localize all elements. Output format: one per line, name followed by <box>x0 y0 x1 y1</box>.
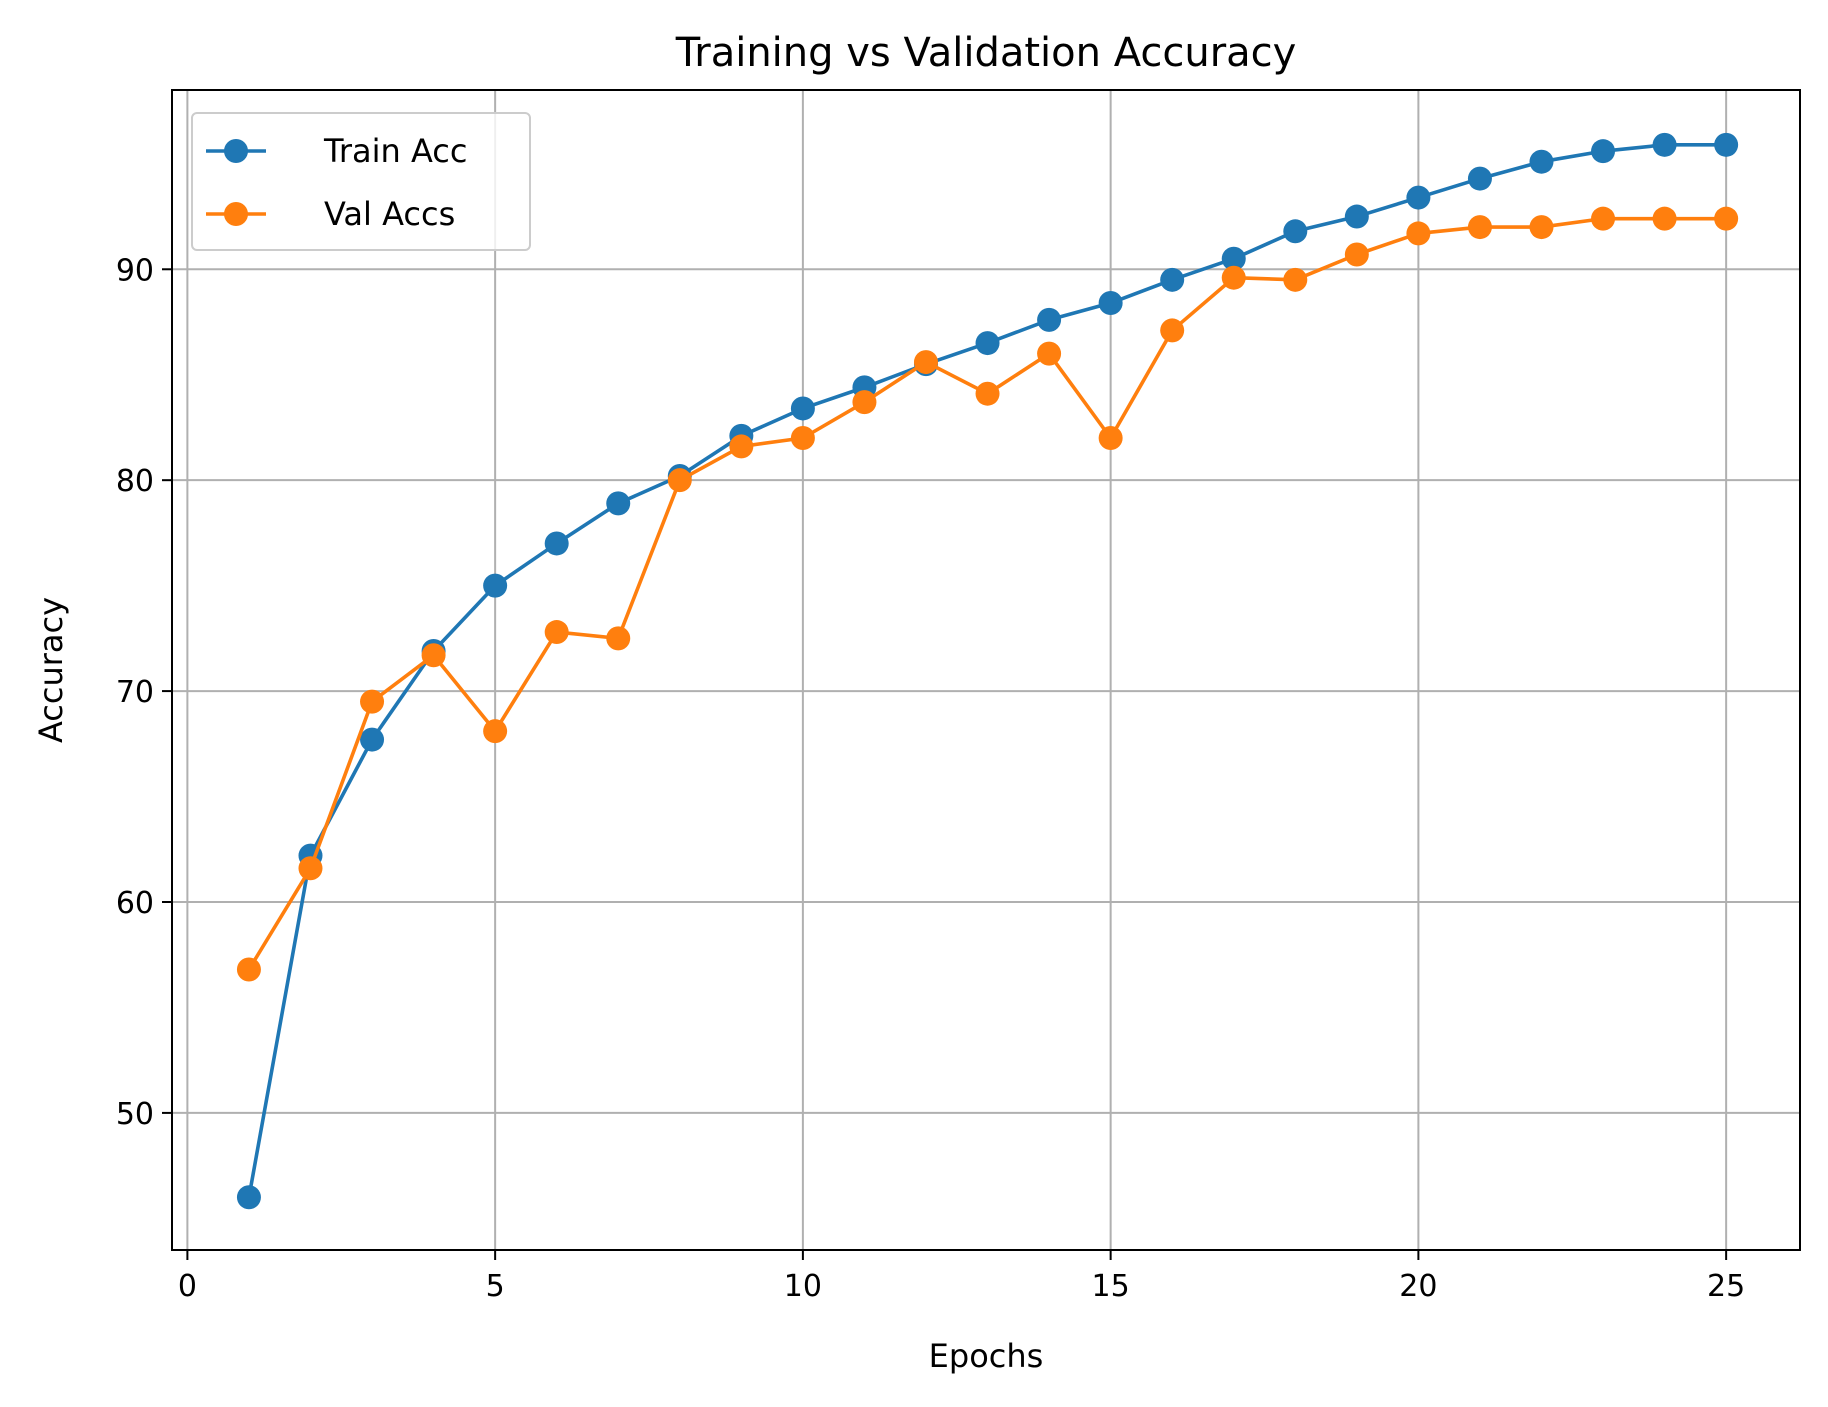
data-point-val-accs <box>1652 206 1677 231</box>
data-point-train-acc <box>236 1185 261 1210</box>
y-tick-label: 70 <box>116 675 154 710</box>
data-point-train-acc <box>1160 267 1185 292</box>
data-point-val-accs <box>729 434 754 459</box>
data-point-val-accs <box>1283 267 1308 292</box>
y-tick-label: 90 <box>116 253 154 288</box>
series-train-acc <box>236 132 1739 1210</box>
legend-entry-val-accs: Val Accs <box>206 195 455 233</box>
series-line-train-acc <box>247 143 1727 1198</box>
data-point-train-acc <box>1406 185 1431 210</box>
data-point-val-accs <box>1160 318 1185 343</box>
legend-box <box>191 112 531 251</box>
data-point-val-accs <box>298 856 323 881</box>
data-point-train-acc <box>1714 132 1739 157</box>
data-point-train-acc <box>606 491 631 516</box>
ticks: 0 5 10 15 20 25 50 60 70 80 90 <box>116 253 1745 1304</box>
data-point-train-acc <box>1221 246 1246 271</box>
y-tick-label: 60 <box>116 886 154 921</box>
data-point-val-accs <box>1714 206 1739 231</box>
data-point-val-accs <box>1098 426 1123 450</box>
y-tick-label: 80 <box>116 464 154 499</box>
data-point-val-accs <box>1344 242 1369 267</box>
data-point-val-accs <box>1037 341 1062 366</box>
data-point-val-accs <box>544 620 569 645</box>
data-point-train-acc <box>1591 139 1616 164</box>
y-axis-label: Accuracy <box>32 597 70 743</box>
x-tick-label: 20 <box>1399 1269 1437 1304</box>
data-point-val-accs <box>790 426 815 450</box>
data-point-train-acc <box>790 396 815 421</box>
x-axis-label: Epochs <box>929 1337 1044 1375</box>
x-tick-label: 10 <box>784 1269 822 1304</box>
series-val-accs <box>236 206 1739 982</box>
data-point-val-accs <box>975 381 1000 406</box>
data-point-train-acc <box>1652 132 1677 157</box>
chart-title: Training vs Validation Accuracy <box>675 30 1297 76</box>
data-point-train-acc <box>360 727 385 752</box>
y-tick-label: 50 <box>116 1097 154 1132</box>
x-tick-label: 5 <box>486 1269 505 1304</box>
legend-marker-train-acc <box>224 139 248 163</box>
data-point-train-acc <box>1467 166 1492 191</box>
data-point-val-accs <box>360 689 385 714</box>
legend-label-val-accs: Val Accs <box>324 195 455 233</box>
legend: Train Acc Val Accs <box>191 112 531 251</box>
data-point-val-accs <box>1467 215 1492 240</box>
data-point-val-accs <box>913 350 938 375</box>
data-point-val-accs <box>1406 221 1431 246</box>
x-tick-label: 15 <box>1092 1269 1130 1304</box>
data-point-val-accs <box>236 957 261 982</box>
data-point-val-accs <box>1591 206 1616 231</box>
series-layer <box>236 132 1739 1210</box>
data-point-val-accs <box>1529 215 1554 240</box>
legend-label-train-acc: Train Acc <box>323 132 467 170</box>
x-tick-label: 25 <box>1707 1269 1745 1304</box>
data-point-train-acc <box>1283 219 1308 244</box>
data-point-val-accs <box>483 719 508 744</box>
grid <box>172 90 1800 1250</box>
legend-marker-val-accs <box>224 202 248 226</box>
data-point-train-acc <box>1037 307 1062 332</box>
data-point-train-acc <box>483 573 508 598</box>
legend-entry-train-acc: Train Acc <box>206 132 467 170</box>
data-point-val-accs <box>1221 265 1246 290</box>
data-point-train-acc <box>1344 204 1369 229</box>
data-point-train-acc <box>1098 291 1123 316</box>
data-point-train-acc <box>544 531 569 556</box>
data-point-val-accs <box>852 390 877 415</box>
data-point-val-accs <box>667 468 692 493</box>
data-point-train-acc <box>1529 149 1554 174</box>
x-tick-label: 0 <box>178 1269 197 1304</box>
data-point-train-acc <box>975 331 1000 356</box>
axes-frame <box>171 89 1801 1251</box>
data-point-val-accs <box>606 626 631 651</box>
data-point-val-accs <box>421 643 446 668</box>
